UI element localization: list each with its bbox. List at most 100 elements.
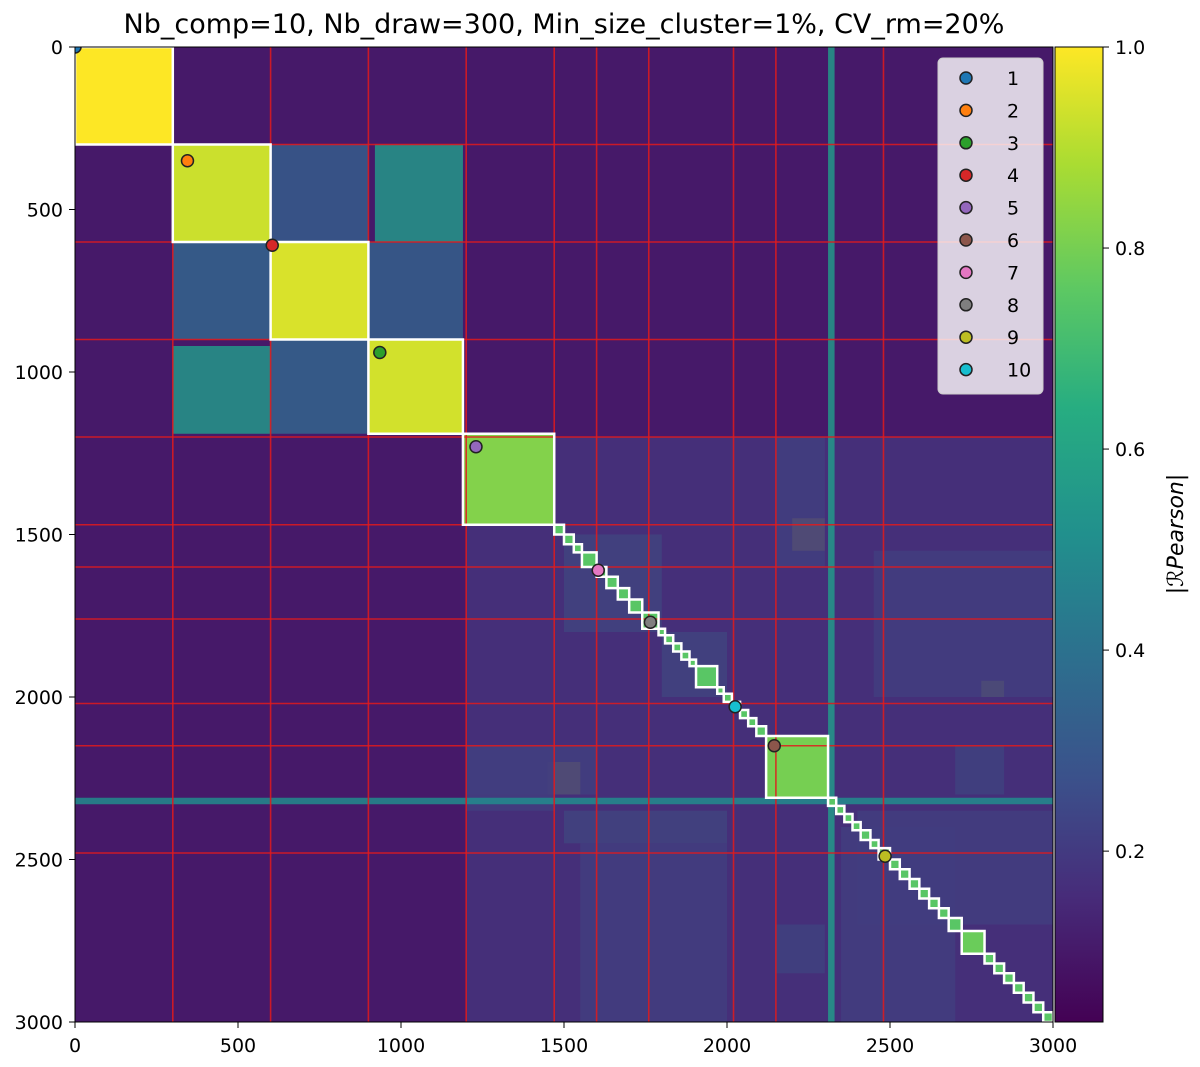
y-tick-label-3000: 3000 [15, 1012, 63, 1034]
diagonal-step-14 [696, 666, 718, 688]
step-outline-1 [562, 533, 576, 546]
diagonal-step-36 [994, 963, 1005, 974]
diagonal-step-34 [948, 918, 962, 931]
y-tick-label-1000: 1000 [15, 362, 63, 384]
diagonal-step-2 [573, 544, 582, 553]
step-outline-36 [993, 962, 1006, 975]
step-outline-5 [605, 575, 620, 590]
diagonal-step-32 [929, 898, 939, 909]
point-10 [728, 700, 742, 714]
y-tick-label-500: 500 [27, 200, 63, 222]
heatmap-block-23 [75, 797, 1053, 805]
cluster-outline-4 [461, 432, 556, 526]
heatmap-block-2 [172, 242, 271, 340]
step-outline-37 [1002, 972, 1016, 985]
x-tick-label-2500: 2500 [866, 1035, 914, 1057]
step-outline-31 [918, 887, 931, 900]
diagonal-step-15 [717, 687, 724, 694]
step-outline-14 [694, 664, 719, 689]
y-tick-label-2000: 2000 [15, 687, 63, 709]
step-outline-20 [755, 725, 768, 738]
cluster-outline-5 [764, 734, 830, 799]
diagonal-step-30 [909, 879, 920, 889]
point-9 [878, 849, 892, 863]
legend-marker-10 [959, 362, 973, 377]
legend-label-7: 7 [1007, 262, 1019, 284]
legend-marker-8 [959, 298, 973, 312]
point-4 [265, 238, 279, 252]
legend-label-6: 6 [1007, 230, 1019, 252]
diagonal-step-38 [1013, 983, 1024, 993]
step-outline-11 [671, 642, 683, 653]
legend-marker-1 [959, 71, 973, 85]
step-outline-39 [1022, 991, 1035, 1004]
point-6 [767, 739, 782, 753]
colorbar-gradient [1054, 46, 1104, 1023]
diagonal-step-11 [673, 643, 682, 652]
step-outline-19 [746, 716, 758, 728]
step-outline-18 [738, 708, 750, 720]
y-tick-label-1500: 1500 [15, 525, 63, 547]
step-outline-6 [616, 586, 631, 601]
legend-box [937, 57, 1044, 395]
legend-marker-2 [959, 103, 973, 118]
diagonal-step-21 [828, 797, 837, 806]
legend-label-10: 10 [1007, 360, 1031, 382]
step-outline-2 [572, 543, 584, 554]
point-1 [75, 47, 82, 54]
colorbar-tick-label-4: 1.0 [1115, 37, 1145, 59]
legend-label-4: 4 [1007, 165, 1019, 187]
legend: 1 2 3 4 5 6 7 8 9 10 [937, 57, 1044, 395]
legend-label-5: 5 [1007, 198, 1019, 220]
heatmap-block-22 [828, 47, 835, 1022]
diagonal-step-22 [836, 805, 845, 814]
legend-marker-9 [959, 330, 973, 344]
x-tick-label-1000: 1000 [377, 1035, 425, 1057]
step-outline-29 [898, 868, 911, 881]
heatmap-block-4 [270, 339, 369, 434]
diagonal-step-5 [606, 576, 618, 589]
step-outline-34 [947, 916, 963, 933]
step-outline-23 [843, 812, 854, 824]
diagonal-step-29 [899, 869, 910, 879]
cluster-outline-0 [75, 47, 175, 146]
cluster-outline-3 [367, 338, 465, 435]
step-outline-16 [722, 692, 734, 704]
step-outline-30 [908, 877, 921, 890]
heatmap-block-5 [368, 242, 463, 340]
step-outline-35 [983, 952, 996, 965]
cluster-block-6 [961, 931, 985, 954]
colorbar: 0.2 0.4 0.6 0.8 1.0 [1054, 37, 1145, 1023]
cluster-outline-6 [960, 929, 986, 955]
legend-label-8: 8 [1007, 295, 1019, 317]
legend-label-1: 1 [1007, 68, 1019, 90]
y-tick-label-0: 0 [51, 37, 63, 59]
step-outline-9 [657, 627, 667, 637]
diagonal-step-7 [629, 599, 643, 613]
x-tick-label-500: 500 [220, 1035, 256, 1057]
diagonal-step-39 [1023, 992, 1034, 1003]
step-outline-25 [859, 829, 872, 842]
step-outline-40 [1032, 1001, 1045, 1014]
colorbar-tick-label-1: 0.4 [1115, 640, 1145, 662]
diagonal-step-25 [860, 830, 871, 840]
diagonal-step-12 [681, 651, 690, 660]
cluster-block-2 [270, 242, 369, 340]
diagonal-step-26 [870, 840, 879, 849]
diagonal-step-23 [844, 814, 853, 823]
step-outline-12 [680, 650, 691, 661]
diagonal-step-41 [1043, 1012, 1053, 1022]
diagonal-step-33 [938, 908, 949, 918]
legend-label-3: 3 [1007, 133, 1019, 155]
diagonal-step-0 [554, 524, 564, 535]
diagonal-step-18 [740, 710, 749, 719]
cluster-outline-2 [269, 240, 370, 341]
diagonal-step-37 [1004, 973, 1014, 983]
diagonal-step-35 [984, 953, 995, 964]
step-outline-21 [826, 796, 838, 808]
diagonal-step-24 [852, 822, 861, 831]
step-outline-3 [580, 551, 598, 569]
step-outline-7 [627, 598, 644, 614]
legend-label-2: 2 [1007, 100, 1019, 122]
